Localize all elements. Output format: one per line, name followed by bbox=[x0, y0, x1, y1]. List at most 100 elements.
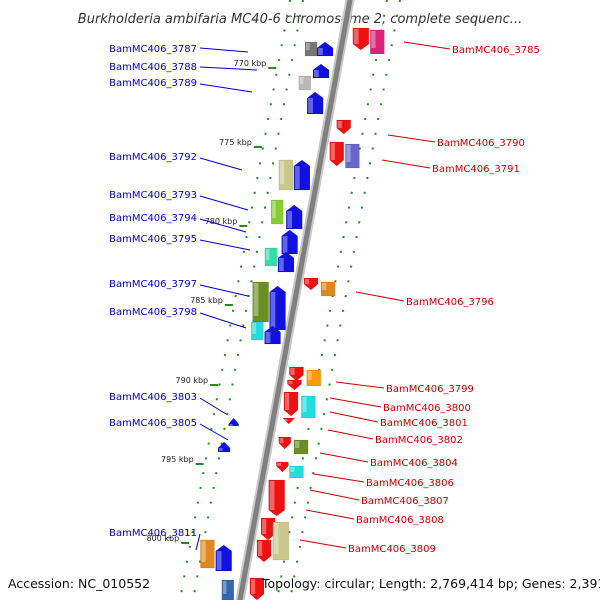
gene-feature bbox=[269, 285, 286, 331]
callout-line bbox=[381, 159, 431, 169]
gene-label-plus: BamMC406_3791 bbox=[432, 164, 520, 175]
gene-feature bbox=[228, 417, 239, 427]
gene-feature bbox=[281, 229, 298, 255]
gene-label-plus: BamMC406_3808 bbox=[356, 515, 444, 526]
callout-line bbox=[199, 195, 249, 211]
callout-line bbox=[329, 397, 382, 408]
gene-feature bbox=[303, 277, 319, 291]
gene-feature bbox=[329, 141, 345, 167]
gene-label-plus: BamMC406_3796 bbox=[406, 297, 494, 308]
gene-label-plus: BamMC406_3790 bbox=[437, 138, 525, 149]
callout-line bbox=[335, 381, 385, 389]
gene-feature bbox=[268, 479, 285, 517]
gene-label-minus: BamMC406_3798 bbox=[109, 307, 197, 318]
gene-label-plus: BamMC406_3785 bbox=[452, 45, 540, 56]
kbp-tick-label: 770 kbp bbox=[234, 59, 267, 68]
kbp-tick-label: 800 kbp bbox=[147, 534, 180, 543]
gene-label-plus: BamMC406_3809 bbox=[348, 544, 436, 555]
gene-label-minus: BamMC406_3797 bbox=[109, 279, 197, 290]
callout-line bbox=[199, 239, 251, 251]
callout-line bbox=[305, 509, 355, 520]
callout-line bbox=[199, 66, 258, 71]
accession-text: Accession: NC_010552 bbox=[8, 576, 150, 591]
backbone-layer bbox=[235, 0, 355, 600]
callout-line bbox=[199, 312, 247, 329]
gene-feature bbox=[316, 41, 334, 57]
callout-line bbox=[195, 533, 201, 551]
gene-label-plus: BamMC406_3800 bbox=[383, 403, 471, 414]
gene-feature bbox=[352, 27, 370, 51]
gene-feature bbox=[256, 539, 272, 563]
gene-label-minus: BamMC406_3789 bbox=[109, 78, 197, 89]
callout-line bbox=[199, 218, 247, 233]
gene-feature bbox=[260, 517, 276, 541]
gene-feature bbox=[320, 281, 336, 297]
summary-text: Topology: circular; Length: 2,769,414 bp… bbox=[261, 576, 600, 591]
gene-feature bbox=[264, 325, 281, 345]
gene-label-minus: BamMC406_3793 bbox=[109, 190, 197, 201]
gene-feature bbox=[270, 199, 284, 225]
gene-feature bbox=[336, 119, 351, 135]
gene-label-minus: BamMC406_3803 bbox=[109, 392, 197, 403]
callout-line bbox=[327, 429, 374, 440]
tick-layer: 770 kbp 775 kbp 780 kbp 785 kbp 790 kbp 795 k… bbox=[147, 0, 401, 600]
callout-line bbox=[299, 539, 347, 549]
kbp-tick-label: 795 kbp bbox=[161, 455, 194, 464]
gene-label-minus: BamMC406_3792 bbox=[109, 152, 197, 163]
callout-line bbox=[313, 473, 365, 483]
gene-feature bbox=[306, 91, 324, 115]
gene-label-plus: BamMC406_3802 bbox=[375, 435, 463, 446]
gene-feature bbox=[293, 439, 309, 455]
callout-line bbox=[355, 291, 405, 302]
gene-feature bbox=[287, 379, 302, 391]
callout-line bbox=[329, 411, 379, 423]
gene-label-plus: BamMC406_3807 bbox=[361, 496, 449, 507]
gene-feature bbox=[277, 251, 295, 273]
gene-label-minus: BamMC406_3805 bbox=[109, 418, 197, 429]
callout-line bbox=[199, 47, 249, 53]
gene-label-plus: BamMC406_3799 bbox=[386, 384, 474, 395]
gene-label-minus: BamMC406_3788 bbox=[109, 62, 197, 73]
callout-line bbox=[199, 83, 253, 93]
kbp-tick-label: 785 kbp bbox=[190, 296, 223, 305]
gene-label-minus: BamMC406_3811 bbox=[109, 528, 197, 539]
map-title: Burkholderia ambifaria MC40-6 chromosome… bbox=[78, 12, 522, 27]
gene-feature bbox=[282, 417, 296, 425]
gene-feature bbox=[304, 41, 318, 57]
gene-feature bbox=[289, 366, 304, 382]
gene-feature bbox=[283, 391, 299, 417]
gene-feature bbox=[289, 465, 304, 479]
gene-label-plus: BamMC406_3804 bbox=[370, 458, 458, 469]
callout-line bbox=[403, 41, 451, 50]
gene-label-minus: BamMC406_3787 bbox=[109, 44, 197, 55]
gene-feature bbox=[370, 29, 385, 55]
gene-feature bbox=[221, 579, 235, 600]
gene-feature bbox=[200, 539, 215, 569]
callout-line bbox=[199, 423, 229, 441]
gene-feature bbox=[312, 63, 330, 79]
gene-feature bbox=[215, 544, 232, 572]
kbp-tick-label: 790 kbp bbox=[176, 376, 209, 385]
callout-line bbox=[387, 134, 436, 143]
gene-feature bbox=[285, 204, 303, 230]
gene-feature bbox=[272, 521, 290, 561]
gene-label-minus: BamMC406_3795 bbox=[109, 234, 197, 245]
kbp-tick-label: 775 kbp bbox=[219, 138, 252, 147]
gene-feature bbox=[252, 281, 269, 323]
feature-layer bbox=[200, 27, 385, 600]
gene-feature bbox=[249, 577, 265, 600]
callout-line bbox=[199, 284, 249, 297]
callout-line bbox=[199, 157, 243, 171]
gene-feature bbox=[278, 159, 294, 191]
gene-feature bbox=[251, 321, 264, 341]
gene-feature bbox=[306, 369, 321, 387]
callout-line bbox=[309, 489, 360, 501]
kbp-tick-label: 780 kbp bbox=[205, 217, 238, 226]
callout-line bbox=[199, 397, 227, 415]
gene-label-minus: BamMC406_3794 bbox=[109, 213, 197, 224]
gene-label-plus: BamMC406_3806 bbox=[366, 478, 454, 489]
gene-feature bbox=[278, 436, 292, 450]
gene-feature bbox=[276, 461, 289, 473]
gene-feature bbox=[217, 441, 231, 453]
